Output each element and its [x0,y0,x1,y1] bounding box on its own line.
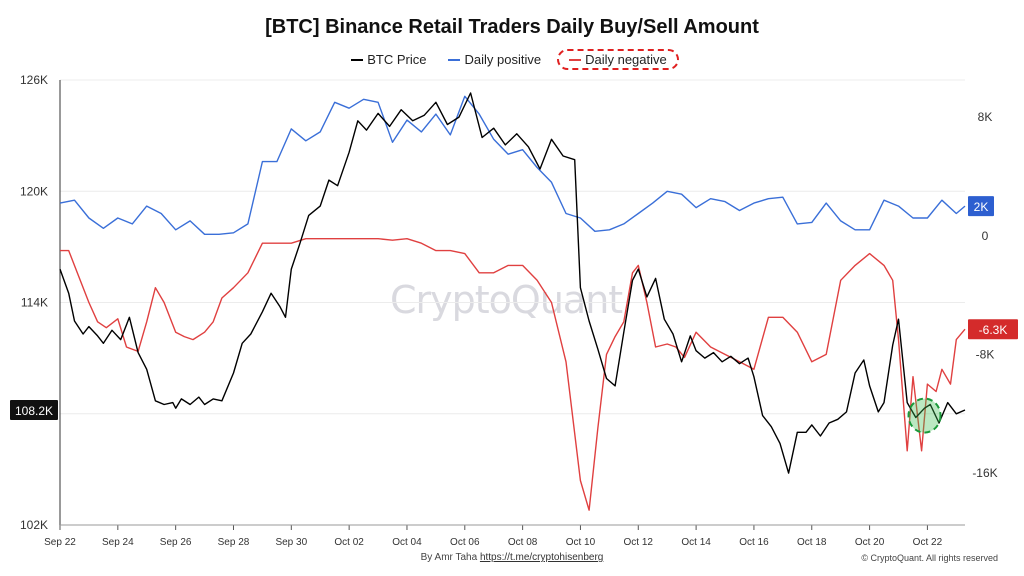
value-badge-bg [968,196,994,217]
x-tick-label: Sep 24 [102,537,134,548]
value-badge-text: 2K [974,200,989,214]
legend-label-daily-positive: Daily positive [464,52,542,67]
x-tick-label: Oct 02 [334,537,364,548]
legend-item-btc-price[interactable]: BTC Price [345,49,432,70]
axes [59,80,965,530]
x-tick-label: Sep 28 [218,537,250,548]
x-tick-label: Oct 18 [797,537,827,548]
y-left-tick-label: 102K [20,518,48,532]
legend-swatch-btc-price [351,58,364,61]
chart-title: [BTC] Binance Retail Traders Daily Buy/S… [265,16,759,38]
legend-swatch-daily-positive [448,58,461,61]
x-tick-label: Oct 06 [450,537,480,548]
x-tick-label: Oct 16 [739,537,769,548]
y-right-tick-label: 8K [978,110,993,124]
y-left-tick-label: 120K [20,184,48,198]
footer-link[interactable]: https://t.me/cryptohisenberg [479,552,604,563]
x-tick-label: Sep 30 [275,537,307,548]
legend: BTC Price Daily positive Daily negative [0,49,1024,70]
series-line-btc-price [59,92,966,474]
footer-author: By Amr Taha https://t.me/cryptohisenberg [0,552,1024,563]
legend-swatch-daily-negative [569,58,582,61]
series-line-daily-positive [59,95,966,236]
x-tick-label: Oct 20 [855,537,885,548]
x-tick-label: Oct 10 [566,537,596,548]
annotations: 108.2K 2K -6.3K [10,196,1018,434]
x-tick-label: Oct 08 [508,537,538,548]
y-right-tick-label: -8K [976,347,995,361]
value-badge-bg [10,400,58,421]
legend-item-daily-positive[interactable]: Daily positive [442,49,547,70]
value-badge-text: -6.3K [979,323,1008,337]
y-right-tick-label: 0 [982,229,989,243]
y-left-tick-label: 126K [20,73,48,87]
x-tick-label: Sep 26 [160,537,192,548]
highlight-circle [907,397,942,434]
value-badge-text: 108.2K [15,404,53,418]
value-badge-bg [968,319,1018,340]
footer-author-text: By Amr Taha [420,552,478,563]
y-right-tick-label: -16K [972,466,997,480]
legend-item-daily-negative[interactable]: Daily negative [557,49,679,70]
grid [60,79,965,526]
x-tick-label: Oct 14 [681,537,711,548]
x-tick-label: Oct 22 [913,537,943,548]
series-lines [59,92,966,511]
series-line-daily-negative [60,237,966,511]
x-tick-label: Oct 04 [392,537,422,548]
legend-label-daily-negative: Daily negative [585,52,667,67]
x-tick-label: Sep 22 [44,537,76,548]
legend-label-btc-price: BTC Price [367,52,427,67]
x-tick-label: Oct 12 [624,537,654,548]
y-left-tick-label: 114K [21,296,48,310]
footer-copyright: © CryptoQuant. All rights reserved [861,553,998,563]
